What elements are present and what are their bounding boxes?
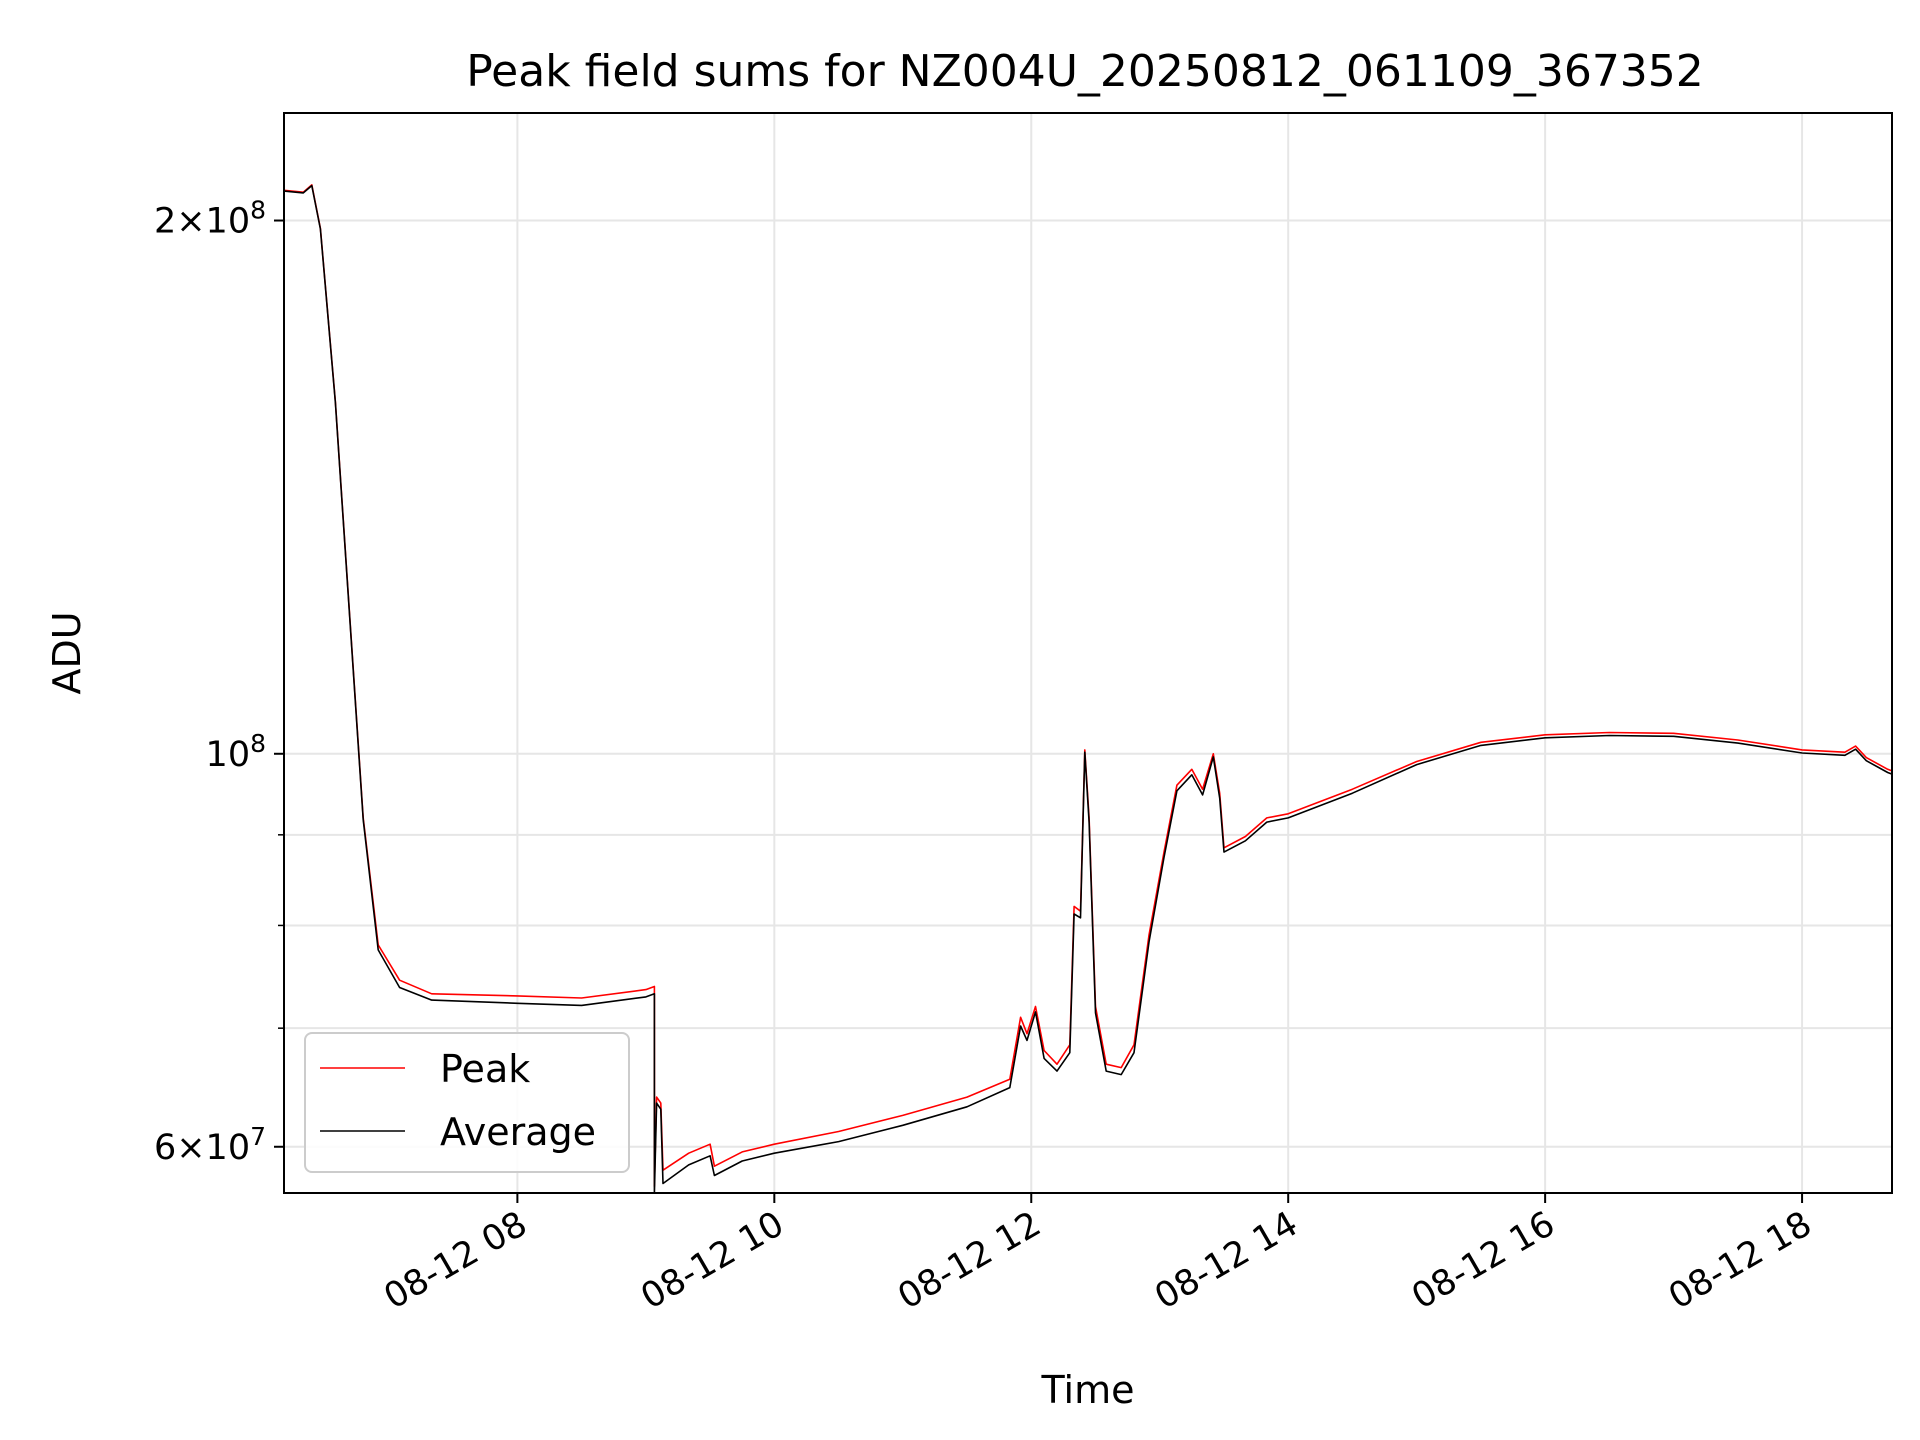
- y-tick-label: 6×107: [154, 1122, 266, 1168]
- y-tick-label: 108: [206, 729, 266, 775]
- series-line-average: [284, 184, 1892, 1193]
- legend-label-average: Average: [440, 1110, 596, 1154]
- y-axis-ticks: 6×107 108 2×108: [154, 196, 284, 1168]
- chart-title: Peak field sums for NZ004U_20250812_0611…: [466, 46, 1704, 97]
- x-axis-label: Time: [1041, 1368, 1135, 1412]
- y-tick-label: 2×108: [154, 196, 266, 242]
- legend-label-peak: Peak: [440, 1047, 530, 1091]
- legend: Peak Average: [304, 1032, 630, 1173]
- y-axis-label: ADU: [45, 611, 89, 694]
- plot-series-group: [284, 184, 1892, 1193]
- plot-frame: [283, 112, 1893, 1194]
